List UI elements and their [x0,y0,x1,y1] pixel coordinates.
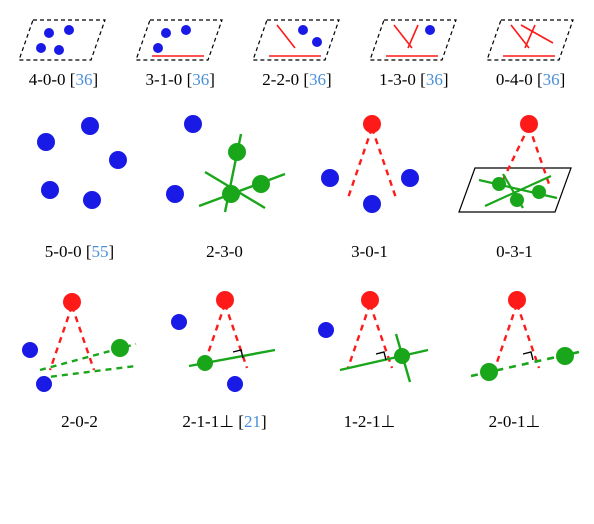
cite-36-c[interactable]: 36 [309,70,326,89]
cell-400: 4-0-0 [36] [8,8,119,90]
cell-500: 5-0-0 [55] [8,108,151,262]
cell-040: 0-4-0 [36] [475,8,586,90]
cite-55[interactable]: 55 [92,242,109,261]
label-220: 2-2-0 [36] [242,70,353,90]
label-310: 3-1-0 [36] [125,70,236,90]
cell-121p: 1-2-1⊥ [298,288,441,432]
fig-310 [130,8,230,70]
fig-211p [155,288,295,398]
label-202: 2-0-2 [8,412,151,432]
label-201p: 2-0-1⊥ [443,412,586,432]
fig-121p [300,288,440,398]
fig-202 [10,288,150,398]
cell-201p: 2-0-1⊥ [443,288,586,432]
label-031: 0-3-1 [443,242,586,262]
cell-130: 1-3-0 [36] [358,8,469,90]
label-121p: 1-2-1⊥ [298,412,441,432]
cell-310: 3-1-0 [36] [125,8,236,90]
cell-301: 3-0-1 [298,108,441,262]
cell-202: 2-0-2 [8,288,151,432]
row-2-mid: 5-0-0 [55] 2-3-0 3-0-1 [8,108,586,262]
label-400: 4-0-0 [36] [8,70,119,90]
cell-220: 2-2-0 [36] [242,8,353,90]
fig-400 [13,8,113,70]
fig-301 [300,108,440,228]
cite-36-d[interactable]: 36 [426,70,443,89]
fig-201p [445,288,585,398]
fig-130 [364,8,464,70]
label-130: 1-3-0 [36] [358,70,469,90]
cell-211p: 2-1-1⊥ [21] [153,288,296,432]
fig-220 [247,8,347,70]
cell-031: 0-3-1 [443,108,586,262]
fig-230 [155,108,295,228]
row-3-bottom: 2-0-2 2-1-1⊥ [21] 1-2-1⊥ [8,288,586,432]
cite-36-b[interactable]: 36 [192,70,209,89]
cite-21[interactable]: 21 [244,412,261,431]
row-1-small-planes: 4-0-0 [36] 3-1-0 [36] 2-2-0 [36] 1-3-0 [… [8,8,586,90]
label-230: 2-3-0 [153,242,296,262]
cite-36-a[interactable]: 36 [75,70,92,89]
cell-230: 2-3-0 [153,108,296,262]
label-040: 0-4-0 [36] [475,70,586,90]
label-500: 5-0-0 [55] [8,242,151,262]
label-211p: 2-1-1⊥ [21] [153,412,296,432]
fig-500 [10,108,150,228]
label-301: 3-0-1 [298,242,441,262]
fig-040 [481,8,581,70]
fig-031 [445,108,585,228]
cite-36-e[interactable]: 36 [543,70,560,89]
